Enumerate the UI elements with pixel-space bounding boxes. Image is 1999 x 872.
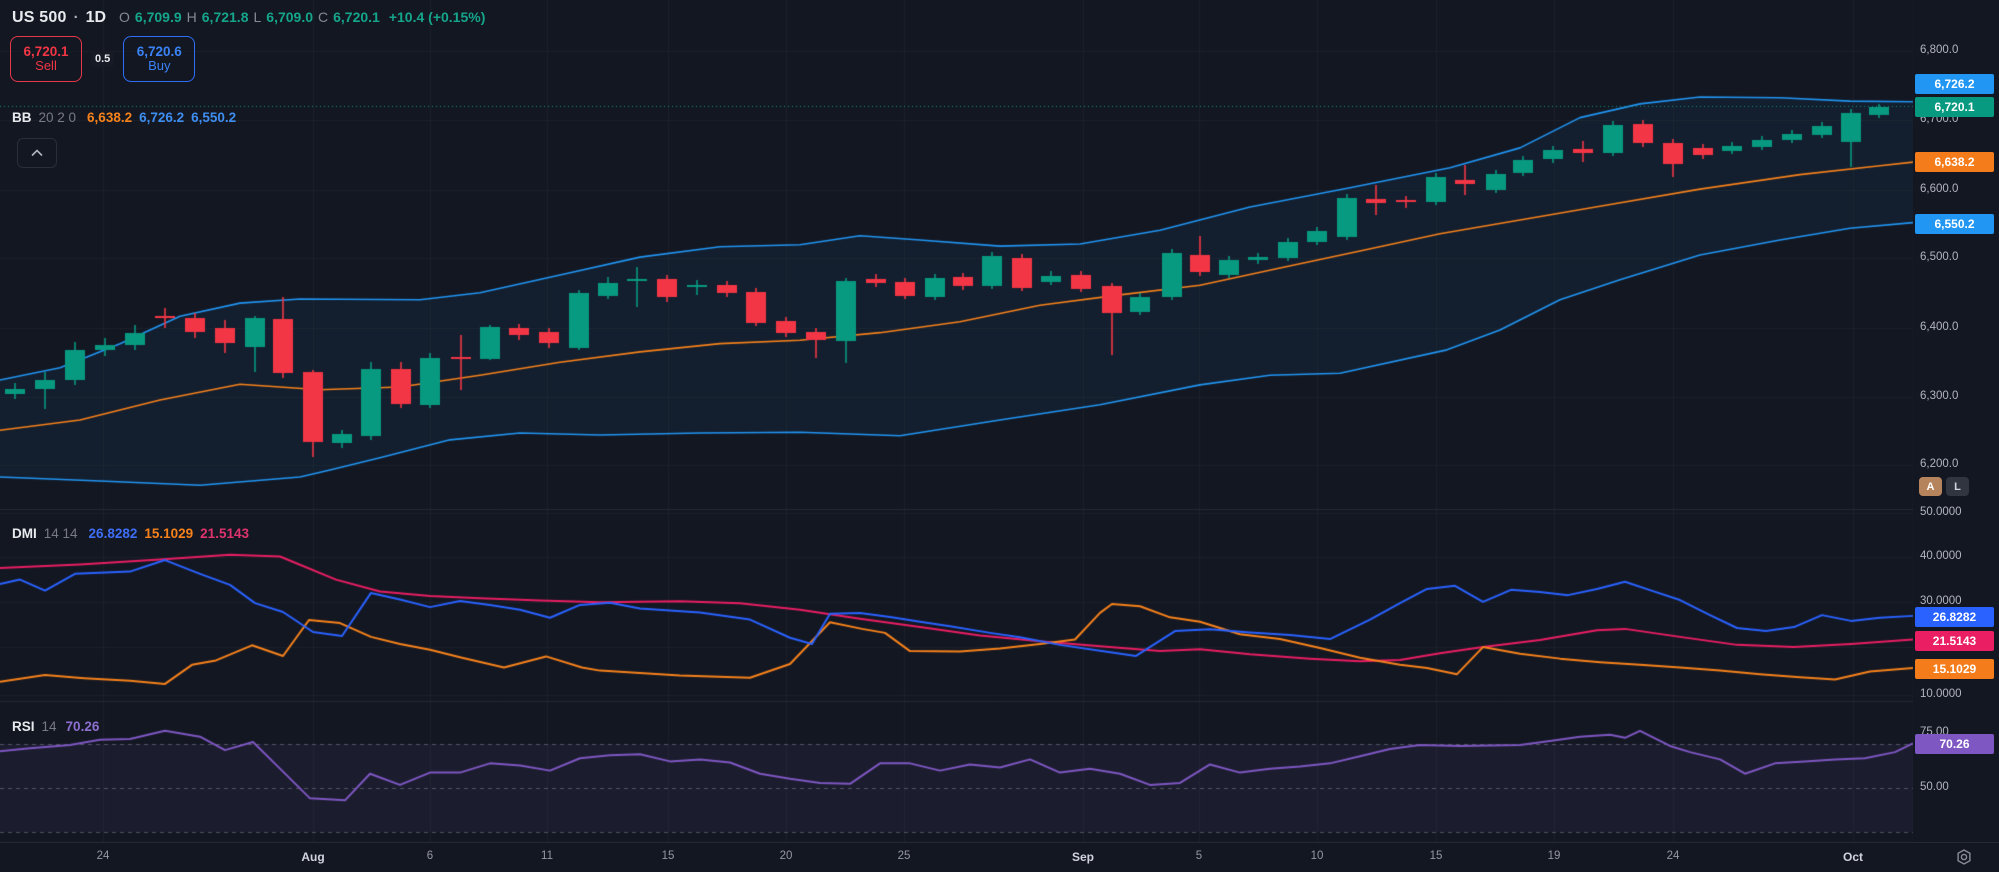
price-axis-tick: 6,300.0 [1920,390,1959,402]
time-axis-label: 25 [897,850,911,862]
bb-upper-value: 6,726.2 [139,110,185,125]
time-axis-label: 10 [1310,850,1324,862]
price-axis-tick: 6,500.0 [1920,251,1959,263]
time-axis-settings-button[interactable] [1952,845,1976,869]
bb-legend[interactable]: BB 20 2 0 6,638.2 6,726.2 6,550.2 [12,110,236,125]
rsi-params: 14 [41,719,57,734]
price-badge: 6,638.2 [1915,152,1994,172]
time-axis-label: Aug [301,850,325,864]
price-axis-tick: 6,600.0 [1920,183,1959,195]
dmi-adx-value: 21.5143 [200,526,249,541]
bb-basis-value: 6,638.2 [87,110,133,125]
price-axis-tick: 6,800.0 [1920,44,1959,56]
price-axis-tick: 6,400.0 [1920,321,1959,333]
time-axis-label: 15 [1429,850,1443,862]
collapse-legend-button[interactable] [17,138,57,168]
time-axis-label: 6 [426,850,434,862]
time-axis-label: 20 [779,850,793,862]
high-label: H [186,9,197,25]
dmi-plus-value: 26.8282 [88,526,138,541]
price-axis-tick: 40.0000 [1920,550,1962,562]
price-axis-tick: 50.0000 [1920,506,1962,518]
symbol-name[interactable]: US 500 [12,9,67,26]
time-axis-label: 5 [1195,850,1203,862]
sell-button[interactable]: 6,720.1 Sell [10,36,82,82]
scale-toggle-buttons: A L [1919,477,1969,496]
time-axis[interactable]: 24 Aug 6 11 15 20 25 Sep 5 10 15 19 24 Oct [0,842,1999,872]
symbol-legend: US 500 · 1D O 6,709.9 H 6,721.8 L 6,709.… [12,9,485,27]
time-axis-label: 19 [1547,850,1561,862]
price-badge: 70.26 [1915,734,1994,754]
gear-icon [1957,849,1971,865]
symbol-separator: · [73,9,79,26]
price-axis-tick: 30.0000 [1920,595,1962,607]
dmi-name: DMI [12,526,37,541]
price-axis[interactable]: 6,800.0 6,700.0 6,600.0 6,500.0 6,400.0 6,300… [1913,0,1999,842]
dmi-params: 14 14 [43,526,78,541]
close-label: C [318,9,329,25]
buy-price: 6,720.6 [136,43,182,59]
rsi-value: 70.26 [65,719,100,734]
time-axis-label: 24 [1666,850,1680,862]
timeframe[interactable]: 1D [85,9,107,26]
sell-label: Sell [35,58,57,74]
time-axis-label: 11 [541,850,553,862]
low-value: 6,709.0 [266,9,313,25]
bb-name: BB [12,110,32,125]
time-axis-label: Oct [1842,850,1864,864]
dmi-minus-value: 15.1029 [144,526,194,541]
sell-price: 6,720.1 [23,43,69,59]
high-value: 6,721.8 [201,9,249,25]
low-label: L [253,9,262,25]
rsi-legend[interactable]: RSI 14 70.26 [12,719,99,734]
time-axis-label: Sep [1071,850,1095,864]
time-axis-label: 15 [661,850,675,862]
bb-params: 20 2 0 [38,110,77,125]
buy-label: Buy [148,58,171,74]
price-badge: 6,720.1 [1915,97,1994,117]
price-badge: 15.1029 [1915,659,1994,679]
price-badge: 6,726.2 [1915,74,1994,94]
chevron-up-icon [31,149,43,157]
close-value: 6,720.1 [333,9,380,25]
rsi-name: RSI [12,719,35,734]
open-label: O [119,9,130,25]
price-badge: 26.8282 [1915,607,1994,627]
dmi-legend[interactable]: DMI 14 14 26.8282 15.1029 21.5143 [12,526,249,541]
open-value: 6,709.9 [134,9,182,25]
price-badge: 21.5143 [1915,631,1994,651]
trade-buttons: 6,720.1 Sell 0.5 6,720.6 Buy [10,36,196,82]
price-axis-tick: 6,200.0 [1920,458,1959,470]
bb-lower-value: 6,550.2 [191,110,237,125]
ohlc-values: O 6,709.9 H 6,721.8 L 6,709.0 C 6,720.1 [119,9,380,25]
price-badge: 6,550.2 [1915,214,1994,234]
auto-scale-button[interactable]: A [1919,477,1942,496]
time-axis-label: 24 [96,850,110,862]
price-axis-tick: 10.0000 [1920,688,1962,700]
log-scale-button[interactable]: L [1946,477,1969,496]
buy-button[interactable]: 6,720.6 Buy [123,36,196,82]
price-axis-tick: 50.00 [1920,781,1949,793]
spread-value: 0.5 [91,51,115,67]
change-value: +10.4 (+0.15%) [388,9,486,25]
